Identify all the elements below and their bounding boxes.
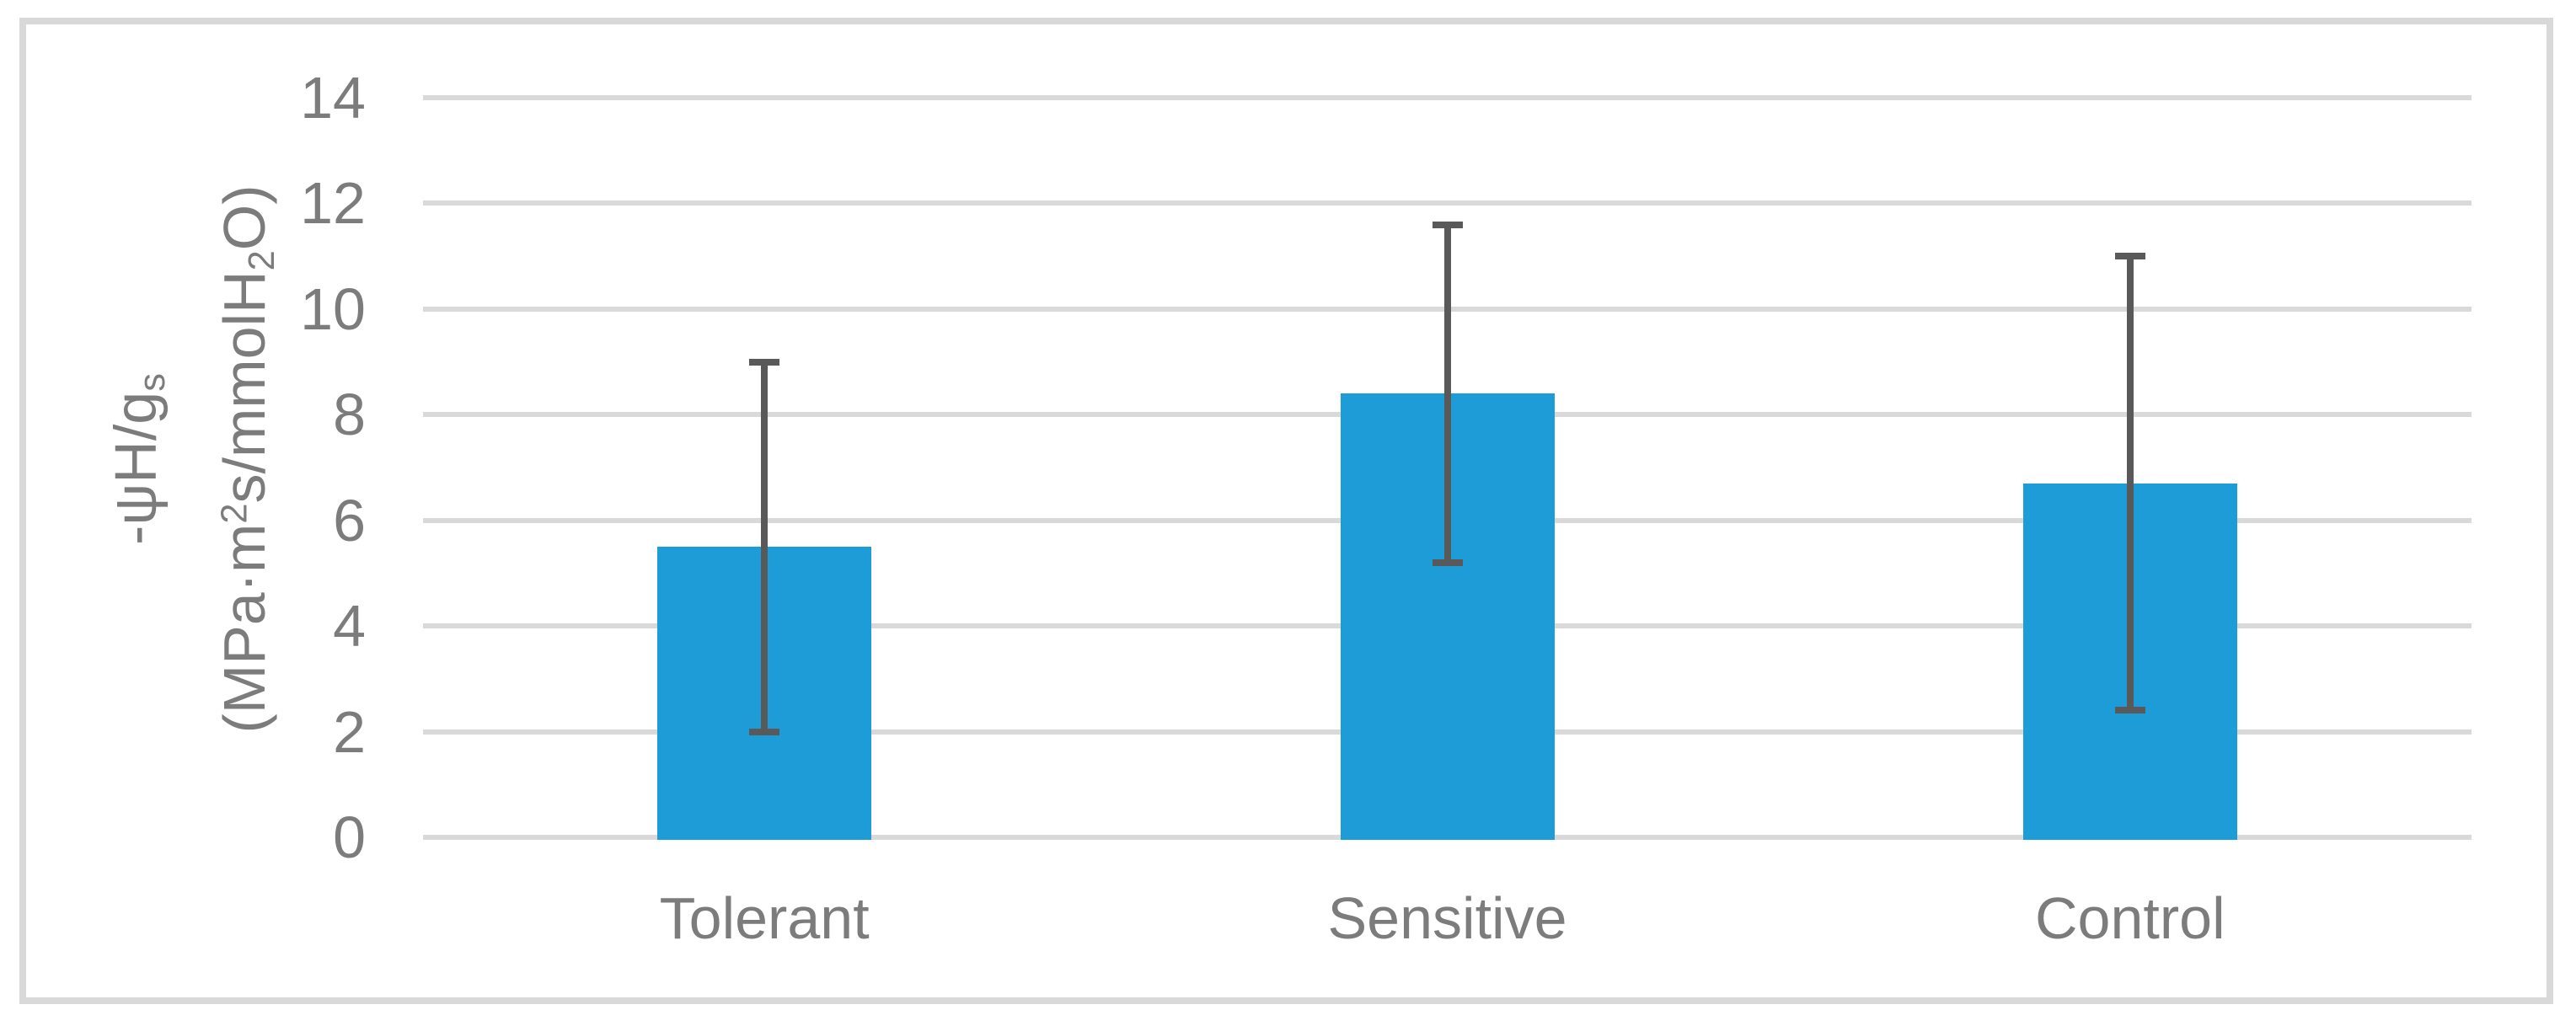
x-category-label-sensitive: Sensitive: [1327, 885, 1567, 951]
error-bar-line-control: [2126, 256, 2134, 711]
gridline-y12: [423, 200, 2472, 206]
error-bar-line-sensitive: [1443, 224, 1451, 563]
error-bar-line-tolerant: [761, 361, 769, 732]
error-bar-top-cap-control: [2114, 253, 2145, 260]
error-bar-top-cap-sensitive: [1432, 221, 1463, 228]
x-category-label-control: Control: [2035, 885, 2225, 951]
y-tick-label-12: 12: [300, 170, 366, 237]
error-bar-bottom-cap-sensitive: [1432, 558, 1463, 566]
y-tick-label-10: 10: [300, 275, 366, 342]
y-tick-label-2: 2: [333, 698, 366, 765]
y-tick-label-4: 4: [333, 593, 366, 660]
x-category-label-tolerant: Tolerant: [659, 885, 870, 951]
error-bar-bottom-cap-tolerant: [749, 728, 780, 735]
error-bar-top-cap-tolerant: [749, 358, 780, 366]
y-tick-label-14: 14: [300, 65, 366, 131]
chart-border-frame: [19, 18, 2553, 1004]
gridline-y14: [423, 95, 2472, 100]
plot-area: [423, 95, 2472, 840]
y-tick-label-0: 0: [333, 804, 366, 870]
error-bar-bottom-cap-control: [2114, 707, 2145, 714]
y-tick-label-8: 8: [333, 382, 366, 448]
y-tick-label-6: 6: [333, 487, 366, 553]
